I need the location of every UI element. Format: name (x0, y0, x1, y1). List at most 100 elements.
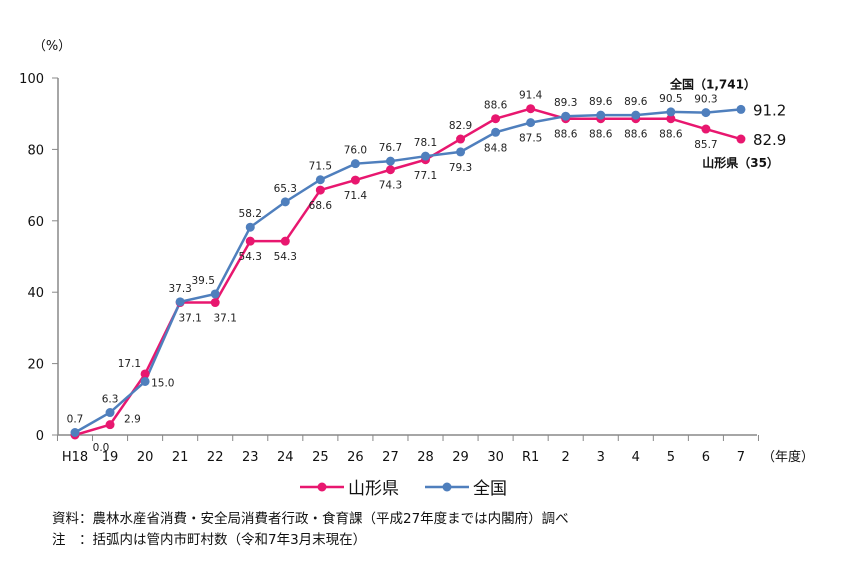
legend-swatch-yamagata (300, 482, 344, 491)
x-tick-label: 7 (737, 450, 745, 465)
data-point (385, 156, 395, 166)
data-label: 54.3 (239, 251, 262, 263)
data-point (140, 376, 150, 386)
legend-label: 山形県 (348, 479, 399, 499)
data-point (280, 197, 290, 207)
x-tick-label: 28 (417, 450, 434, 465)
data-label: 2.9 (124, 414, 141, 426)
data-point (315, 175, 325, 185)
data-label: 77.1 (414, 170, 437, 182)
data-label: 88.6 (659, 129, 683, 141)
x-tick-label: 4 (632, 450, 640, 465)
x-tick-label: 20 (137, 450, 154, 465)
x-tick-label: 24 (277, 450, 294, 465)
data-label: 85.7 (694, 139, 717, 151)
data-point (736, 134, 746, 144)
legend-item-yamagata: 山形県 (300, 474, 399, 499)
data-label: 90.3 (694, 94, 717, 106)
x-tick-label: 29 (452, 450, 469, 465)
data-label: 71.5 (309, 161, 332, 173)
data-point (491, 114, 501, 124)
data-point (385, 165, 395, 175)
x-tick-label: 6 (702, 450, 710, 465)
data-label: 88.6 (554, 129, 578, 141)
y-tick-label: 60 (27, 215, 44, 230)
data-point (105, 408, 115, 418)
data-label: 87.5 (519, 133, 542, 145)
data-label: 39.5 (192, 275, 215, 287)
x-tick-label: 22 (207, 450, 224, 465)
data-point (245, 222, 255, 232)
data-label: 68.6 (309, 200, 333, 212)
data-label: 74.3 (379, 180, 402, 192)
data-label: 37.3 (168, 283, 191, 295)
data-point (210, 289, 220, 299)
y-tick-label: 40 (27, 286, 44, 301)
data-point (701, 108, 711, 118)
data-label: 91.4 (519, 90, 543, 102)
x-tick-label: R1 (522, 450, 539, 465)
data-point (666, 107, 676, 117)
data-point (210, 298, 220, 308)
data-label: 78.1 (414, 137, 437, 149)
data-point (175, 297, 185, 307)
data-label: 84.8 (484, 142, 507, 154)
data-point (631, 110, 641, 120)
data-point (350, 175, 360, 185)
series-line-yamagata (74, 107, 742, 437)
x-tick-label: 26 (347, 450, 364, 465)
x-tick-label: 25 (312, 450, 329, 465)
legend-item-national: 全国 (425, 474, 507, 499)
y-tick-label: 100 (19, 72, 44, 87)
data-label: 15.0 (151, 377, 174, 389)
data-point (701, 124, 711, 134)
x-tick-label: 19 (102, 450, 119, 465)
data-point (456, 134, 466, 144)
x-tick-label: 3 (597, 450, 605, 465)
data-label: 37.1 (214, 313, 237, 325)
y-unit-label: （%） (33, 39, 71, 54)
data-label: 65.3 (274, 183, 297, 195)
end-value-label: 91.2 (753, 101, 786, 119)
data-point (736, 104, 746, 114)
data-point (421, 151, 430, 161)
data-point (280, 236, 290, 246)
data-label: 58.2 (239, 208, 262, 220)
source-note: 資料：農林水産省消費・安全局消費者行政・食育課（平成27年度までは内閣府）調べ (52, 511, 569, 527)
x-tick-label: H18 (62, 450, 88, 465)
legend: 山形県 全国 (300, 474, 507, 499)
data-label: 89.6 (589, 96, 613, 108)
data-label: 17.1 (118, 358, 141, 370)
data-point (526, 118, 536, 128)
data-label: 54.3 (274, 251, 297, 263)
x-tick-label: 5 (667, 450, 675, 465)
data-point (456, 147, 466, 157)
data-label: 0.7 (67, 414, 84, 426)
end-annotation-yamagata: 山形県（35） (702, 155, 779, 170)
data-label: 90.5 (659, 93, 682, 105)
data-label: 79.3 (449, 162, 472, 174)
end-value-label: 82.9 (753, 131, 786, 149)
y-tick-label: 20 (27, 358, 44, 373)
end-annotation-national: 全国（1,741） (669, 76, 756, 91)
x-tick-label: 21 (172, 450, 189, 465)
data-label: 6.3 (102, 394, 119, 406)
data-label: 89.6 (624, 96, 648, 108)
data-point (596, 110, 606, 120)
data-point (245, 236, 255, 246)
x-unit-label: （年度） (762, 449, 814, 465)
data-point (140, 369, 150, 379)
data-label: 88.6 (589, 129, 613, 141)
data-label: 88.6 (484, 100, 508, 112)
legend-swatch-national (425, 482, 469, 491)
x-tick-label: 30 (487, 450, 504, 465)
data-label: 71.4 (344, 190, 368, 202)
y-tick-label: 80 (27, 143, 44, 158)
legend-label: 全国 (473, 479, 507, 499)
data-label: 76.7 (379, 142, 402, 154)
y-tick-label: 0 (36, 429, 44, 444)
data-label: 76.0 (344, 145, 367, 157)
data-point (315, 185, 325, 195)
